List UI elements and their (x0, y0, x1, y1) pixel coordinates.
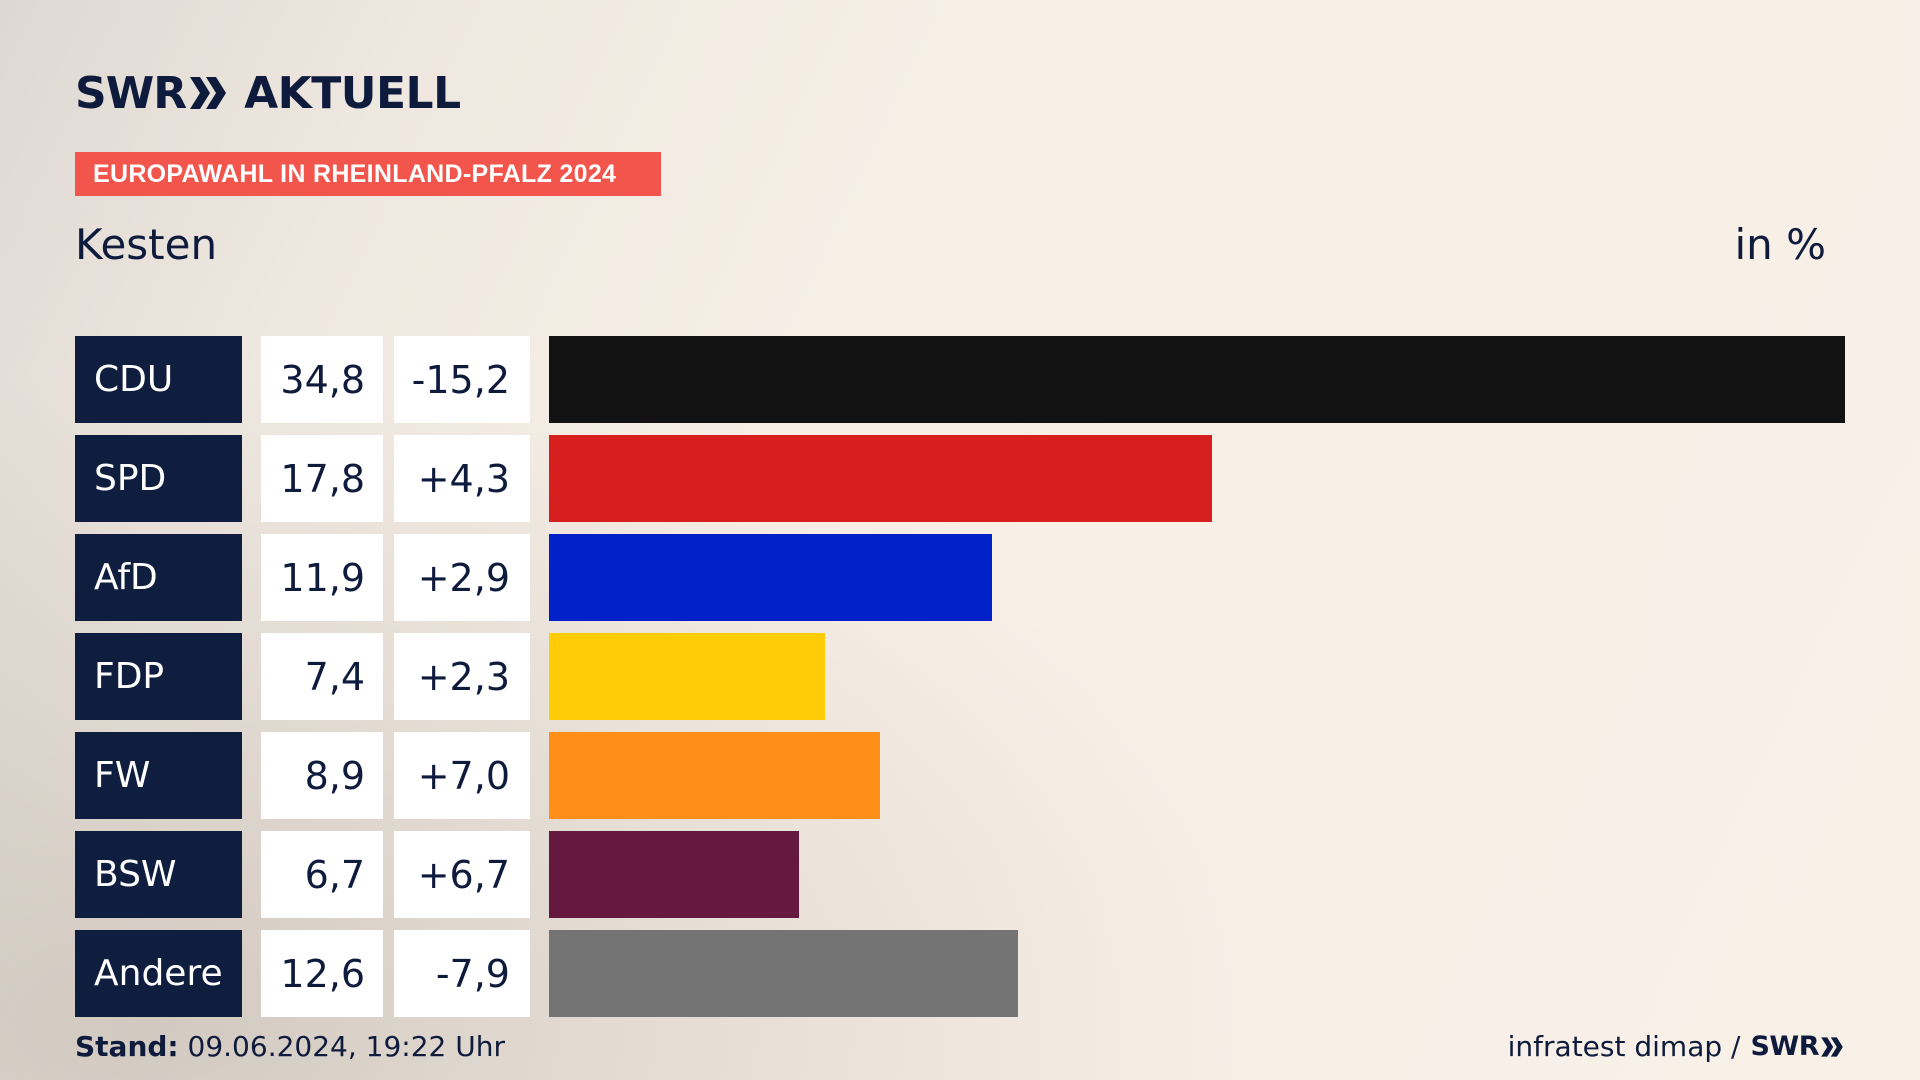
party-label-spd: SPD (75, 435, 242, 522)
party-label-andere: Andere (75, 930, 242, 1017)
value-label-fw: 8,9 (261, 732, 383, 819)
double-chevron-icon (190, 77, 227, 109)
diff-label-spd: +4,3 (394, 435, 530, 522)
stand-label: Stand: (75, 1030, 179, 1063)
bar-fdp (549, 633, 825, 720)
logo-brand-text: AKTUELL (244, 67, 461, 119)
election-badge: EUROPAWAHL IN RHEINLAND-PFALZ 2024 (75, 152, 661, 196)
bar-bsw (549, 831, 799, 918)
diff-label-bsw: +6,7 (394, 831, 530, 918)
value-label-fdp: 7,4 (261, 633, 383, 720)
diff-label-afd: +2,9 (394, 534, 530, 621)
party-label-cdu: CDU (75, 336, 242, 423)
small-double-chevron-icon (1821, 1036, 1843, 1057)
value-label-afd: 11,9 (261, 534, 383, 621)
stand-value: 09.06.2024, 19:22 Uhr (187, 1030, 505, 1063)
party-label-afd: AfD (75, 534, 242, 621)
value-label-spd: 17,8 (261, 435, 383, 522)
value-label-bsw: 6,7 (261, 831, 383, 918)
unit-label: in % (1734, 220, 1826, 269)
party-label-fw: FW (75, 732, 242, 819)
logo-swr-text: SWR (75, 67, 187, 119)
bar-andere (549, 930, 1018, 1017)
source-brand: SWR (1750, 1031, 1819, 1062)
bar-cdu (549, 336, 1845, 423)
source-text: infratest dimap / (1507, 1030, 1741, 1063)
diff-label-fdp: +2,3 (394, 633, 530, 720)
swr-aktuell-logo: SWR AKTUELL (75, 67, 461, 119)
diff-label-cdu: -15,2 (394, 336, 530, 423)
party-label-bsw: BSW (75, 831, 242, 918)
value-label-cdu: 34,8 (261, 336, 383, 423)
bar-spd (549, 435, 1212, 522)
bar-afd (549, 534, 992, 621)
diff-label-fw: +7,0 (394, 732, 530, 819)
source-credit: infratest dimap / SWR (1508, 1030, 1844, 1063)
timestamp: Stand: 09.06.2024, 19:22 Uhr (75, 1030, 505, 1063)
diff-label-andere: -7,9 (394, 930, 530, 1017)
region-title: Kesten (75, 220, 218, 269)
bar-fw (549, 732, 880, 819)
value-label-andere: 12,6 (261, 930, 383, 1017)
party-label-fdp: FDP (75, 633, 242, 720)
